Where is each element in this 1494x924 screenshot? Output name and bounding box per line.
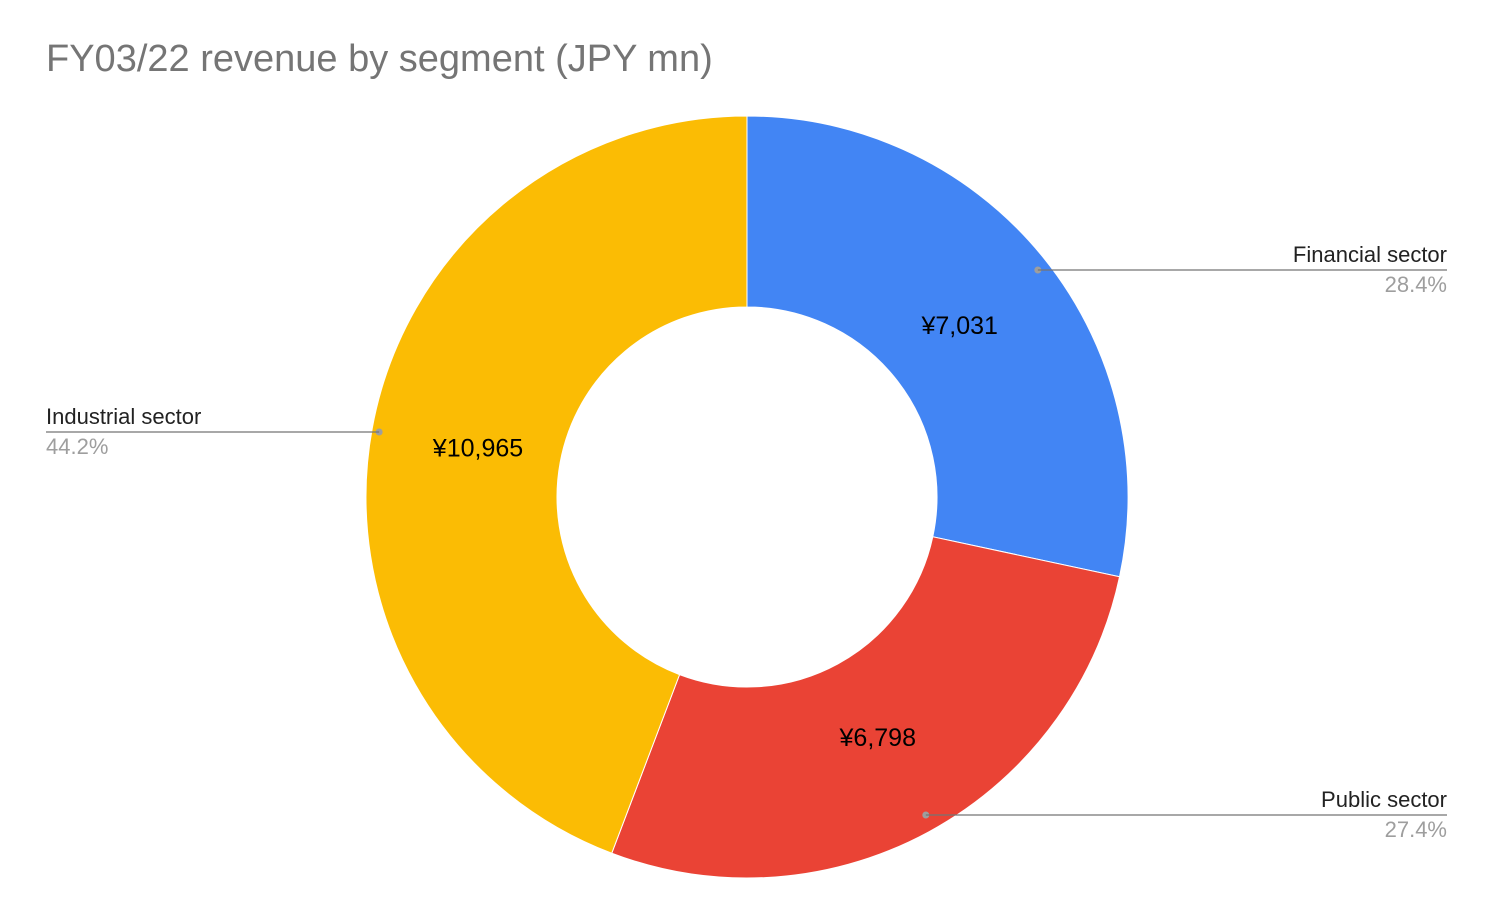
slice-name-industrial-sector: Industrial sector [46,404,201,429]
slice-percent-financial-sector: 28.4% [1385,272,1447,297]
slice-name-financial-sector: Financial sector [1293,242,1447,267]
slice-percent-public-sector: 27.4% [1385,817,1447,842]
slice-public-sector [611,536,1121,879]
slice-percent-industrial-sector: 44.2% [46,434,108,459]
slice-financial-sector [746,115,1129,578]
value-label-financial-sector: ¥7,031 [920,312,997,340]
slice-industrial-sector [365,115,748,854]
slice-name-public-sector: Public sector [1321,787,1447,812]
chart-title: FY03/22 revenue by segment (JPY mn) [46,38,713,80]
value-label-public-sector: ¥6,798 [839,724,916,752]
value-label-industrial-sector: ¥10,965 [432,435,523,463]
